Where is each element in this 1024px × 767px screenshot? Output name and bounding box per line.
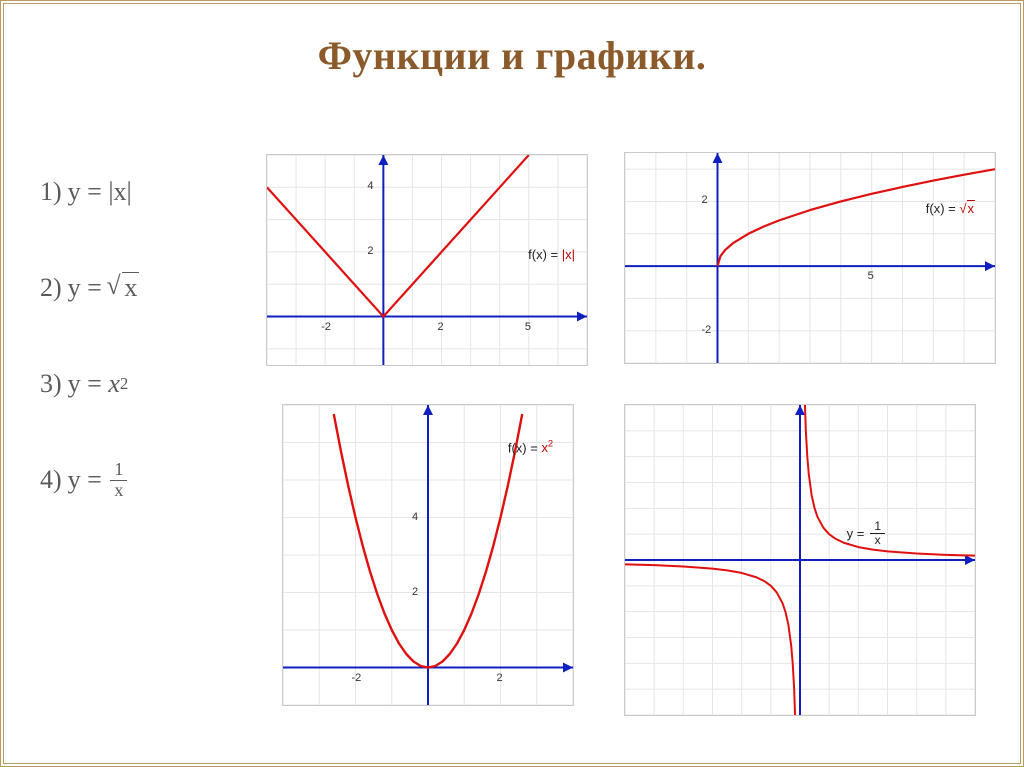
- plot-square: f(x) = x2 -2224: [282, 404, 574, 706]
- plot-abs-label: f(x) = |x|: [528, 247, 575, 262]
- plot-abs: f(x) = |x| -22524: [266, 154, 588, 366]
- slide-title: Функции и графики.: [4, 32, 1020, 79]
- formula-4: 4) y = 1 x: [40, 432, 139, 528]
- slide-frame: Функции и графики. 1) y = |x| 2) y = x 3…: [0, 0, 1024, 767]
- formula-3: 3) y = x2: [40, 336, 139, 432]
- formula-list: 1) y = |x| 2) y = x 3) y = x2 4) y = 1 x: [40, 144, 139, 528]
- plot-square-label: f(x) = x2: [508, 439, 553, 455]
- formula-2: 2) y = x: [40, 240, 139, 336]
- plot-recip-label: y = 1 x: [847, 520, 885, 547]
- plot-sqrt: f(x) = √x 5-22: [624, 152, 996, 364]
- plot-recip: y = 1 x: [624, 404, 976, 716]
- plot-sqrt-label: f(x) = √x: [926, 201, 975, 216]
- formula-1: 1) y = |x|: [40, 144, 139, 240]
